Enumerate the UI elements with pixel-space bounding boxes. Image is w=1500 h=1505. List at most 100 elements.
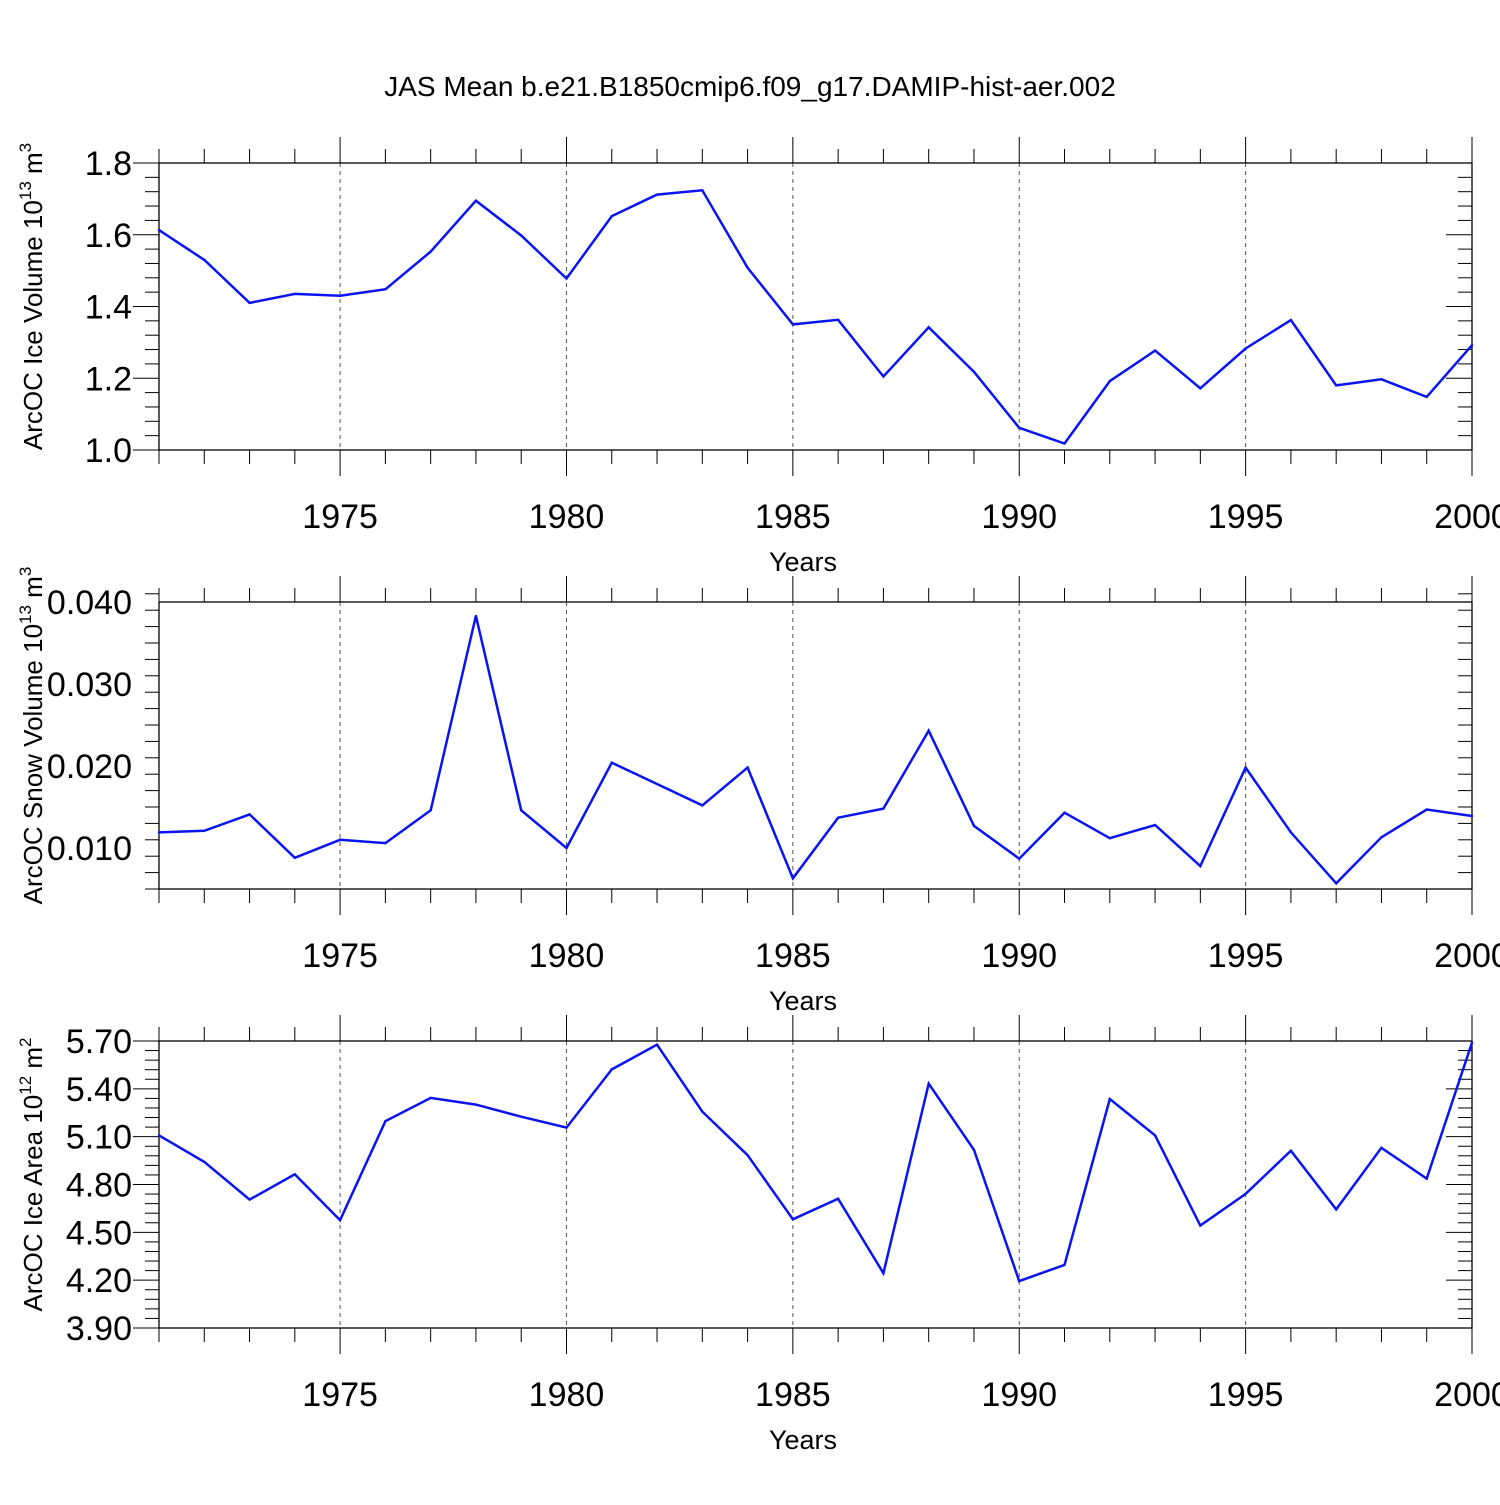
x-tick-label: 1980 [529, 937, 605, 975]
data-point [565, 277, 568, 280]
y-tick-label: 1.0 [85, 432, 132, 470]
y-tick-label: 1.4 [85, 289, 132, 327]
x-tick-label: 1985 [755, 498, 831, 536]
data-point [1334, 882, 1338, 885]
data-point [474, 1103, 478, 1106]
data-point [1380, 378, 1383, 381]
data-point [1244, 1192, 1247, 1196]
y-tick-label: 1.2 [85, 360, 132, 398]
y-tick-label: 5.70 [66, 1023, 132, 1061]
x-tick-label: 1990 [981, 1376, 1057, 1414]
data-point [1380, 836, 1383, 839]
y-axis-label-unit-exponent: 3 [16, 143, 35, 152]
data-point [1470, 814, 1474, 818]
data-point [1425, 808, 1428, 811]
x-tick-label: 1990 [981, 937, 1057, 975]
y-axis-label: ArcOC Ice Volume 1013 m3 [16, 143, 48, 450]
y-axis-label-unit: m [18, 152, 48, 181]
data-point [429, 250, 432, 253]
series-line [158, 188, 1473, 445]
y-tick-label: 4.50 [66, 1214, 132, 1252]
y-axis-label-exponent: 13 [16, 605, 35, 624]
data-point [882, 1271, 885, 1275]
data-point [520, 809, 523, 812]
data-point [565, 846, 568, 850]
y-axis-label-text: ArcOC Ice Volume 10 [18, 200, 48, 450]
data-point [746, 1153, 749, 1157]
data-point [927, 729, 930, 732]
data-point [1380, 1146, 1383, 1150]
data-point [520, 1115, 523, 1118]
y-tick-label: 5.10 [66, 1119, 132, 1157]
x-tick-label: 1995 [1208, 1376, 1284, 1414]
data-point [293, 292, 297, 296]
y-axis-label: ArcOC Snow Volume 1013 m3 [16, 567, 48, 905]
y-tick-label: 4.20 [66, 1262, 132, 1300]
data-point [791, 1218, 795, 1221]
data-point [882, 375, 885, 378]
data-point [1244, 766, 1247, 769]
data-point [836, 816, 840, 819]
x-axis-label: Years [769, 1425, 837, 1455]
data-point [338, 294, 342, 297]
y-tick-label: 0.030 [47, 666, 132, 704]
chart-title: JAS Mean b.e21.B1850cmip6.f09_g17.DAMIP-… [384, 71, 1116, 102]
data-point [791, 877, 795, 880]
plot-frame [158, 601, 1473, 890]
data-point [1018, 426, 1021, 429]
data-point [429, 809, 432, 812]
data-point [882, 807, 885, 810]
y-axis-label-unit: m [18, 576, 48, 605]
panel-1: 1.0 1.2 1.4 1.6 1.8 1975 1980 1985 1990 1995 2000 Y… [16, 137, 1500, 577]
data-point [429, 1096, 432, 1100]
y-tick-label: 4.80 [66, 1167, 132, 1205]
data-point [474, 614, 478, 618]
x-tick-label: 2000 [1434, 937, 1500, 975]
data-point [1108, 1097, 1111, 1101]
data-point [293, 1173, 297, 1176]
y-axis-label-exponent: 13 [16, 181, 35, 200]
data-point [655, 1043, 659, 1046]
y-tick-label: 0.010 [47, 830, 132, 868]
y-tick-label: 0.020 [47, 748, 132, 786]
data-point [157, 228, 161, 232]
x-tick-label: 2000 [1434, 498, 1500, 536]
data-point [474, 199, 478, 202]
y-axis-label-text: ArcOC Ice Area 10 [18, 1095, 48, 1312]
data-point [1108, 836, 1111, 840]
x-tick-label: 1995 [1208, 937, 1284, 975]
data-point [927, 1082, 930, 1085]
data-point [157, 831, 161, 834]
data-point [1108, 379, 1111, 383]
data-point [791, 323, 795, 326]
y-axis-label-text: ArcOC Snow Volume 10 [18, 624, 48, 904]
data-point [293, 856, 297, 860]
data-point [384, 841, 387, 845]
data-point [338, 1219, 342, 1222]
data-point [384, 1120, 387, 1123]
data-point [1470, 1041, 1474, 1044]
data-point [1289, 831, 1293, 834]
data-point [655, 193, 659, 196]
y-tick-label: 1.6 [85, 217, 132, 255]
panel-3: 3.90 4.20 4.50 4.80 5.10 5.40 5.70 1975 1980 1985… [16, 1015, 1500, 1455]
data-point [203, 1160, 206, 1164]
data-point [1199, 1224, 1202, 1227]
y-axis-label: ArcOC Ice Area 1012 m2 [16, 1037, 48, 1311]
x-tick-label: 1975 [302, 1376, 378, 1414]
x-tick-label: 1975 [302, 937, 378, 975]
x-axis-label: Years [769, 547, 837, 577]
data-point [610, 214, 613, 218]
data-point [1153, 823, 1157, 827]
data-point [1470, 344, 1474, 347]
data-point [203, 258, 206, 262]
data-point [1425, 1177, 1428, 1180]
data-point [1153, 1134, 1157, 1137]
x-tick-label: 1995 [1208, 498, 1284, 536]
x-tick-label: 1975 [302, 498, 378, 536]
data-point [248, 301, 251, 305]
data-point [972, 824, 976, 828]
data-point [655, 782, 659, 786]
